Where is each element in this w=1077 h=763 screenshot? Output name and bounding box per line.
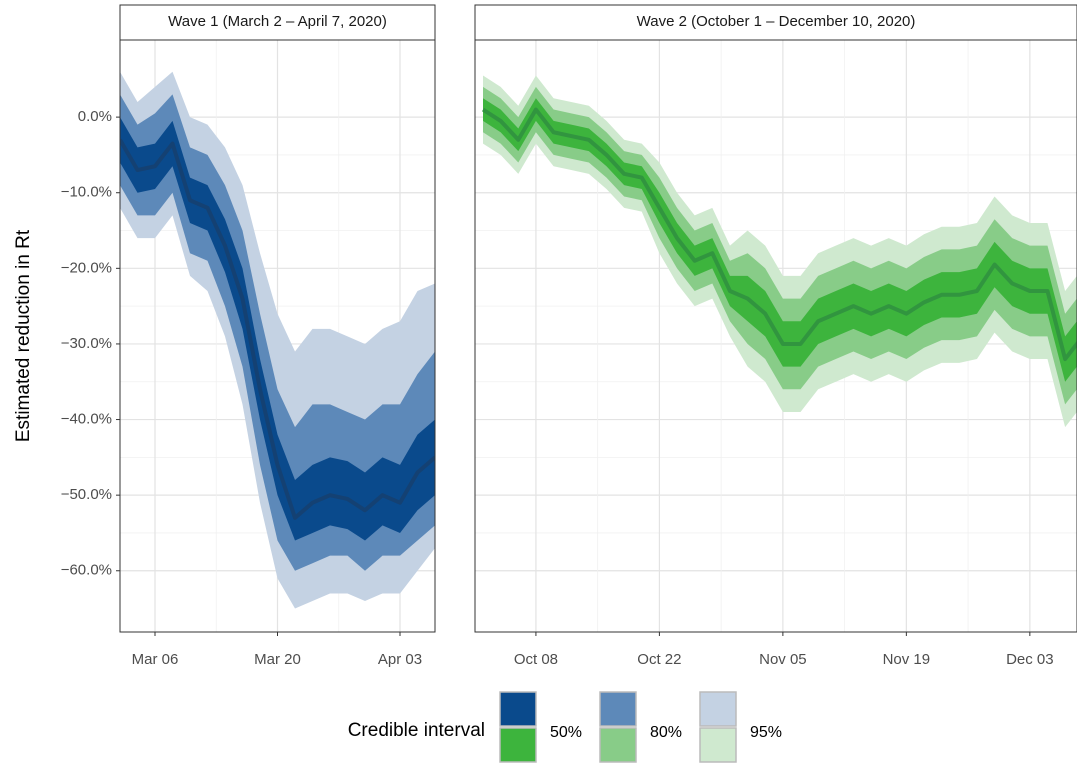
y-tick-label: 0.0% — [78, 108, 112, 125]
plot-area — [120, 71, 435, 609]
panel-title: Wave 1 (March 2 – April 7, 2020) — [168, 13, 387, 30]
legend-swatch — [599, 691, 637, 727]
plot-area — [481, 75, 1077, 428]
x-tick-label: Dec 03 — [1006, 651, 1054, 668]
legend-swatch — [699, 691, 737, 727]
legend-title: Credible interval — [348, 720, 485, 741]
panel-border — [119, 39, 436, 633]
credible-band — [483, 98, 1077, 382]
x-tick-label: Oct 08 — [514, 651, 558, 668]
y-axis-label: Estimated reduction in Rt — [13, 229, 34, 442]
legend-swatch — [599, 727, 637, 763]
legend-swatch — [499, 691, 537, 727]
panel-border — [474, 39, 1077, 633]
x-tick-label: Mar 20 — [254, 651, 301, 668]
x-tick-label: Nov 05 — [759, 651, 807, 668]
median-line — [481, 107, 1077, 362]
y-tick-label: −30.0% — [61, 335, 112, 352]
strip-box — [474, 4, 1077, 41]
median-line — [120, 138, 435, 520]
strip-box — [119, 4, 436, 41]
legend-label: 50% — [550, 724, 582, 741]
credible-band — [120, 117, 435, 541]
legend-swatch — [499, 727, 537, 763]
x-tick-label: Mar 06 — [132, 651, 179, 668]
legend-swatch — [699, 727, 737, 763]
legend-label: 95% — [750, 724, 782, 741]
y-tick-label: −20.0% — [61, 259, 112, 276]
panel-title: Wave 2 (October 1 – December 10, 2020) — [637, 13, 916, 30]
x-tick-label: Apr 03 — [378, 651, 422, 668]
legend-label: 80% — [650, 724, 682, 741]
y-tick-label: −60.0% — [61, 562, 112, 579]
y-tick-label: −50.0% — [61, 486, 112, 503]
y-tick-label: −40.0% — [61, 411, 112, 428]
x-tick-label: Nov 19 — [883, 651, 931, 668]
x-tick-label: Oct 22 — [637, 651, 681, 668]
y-tick-label: −10.0% — [61, 184, 112, 201]
